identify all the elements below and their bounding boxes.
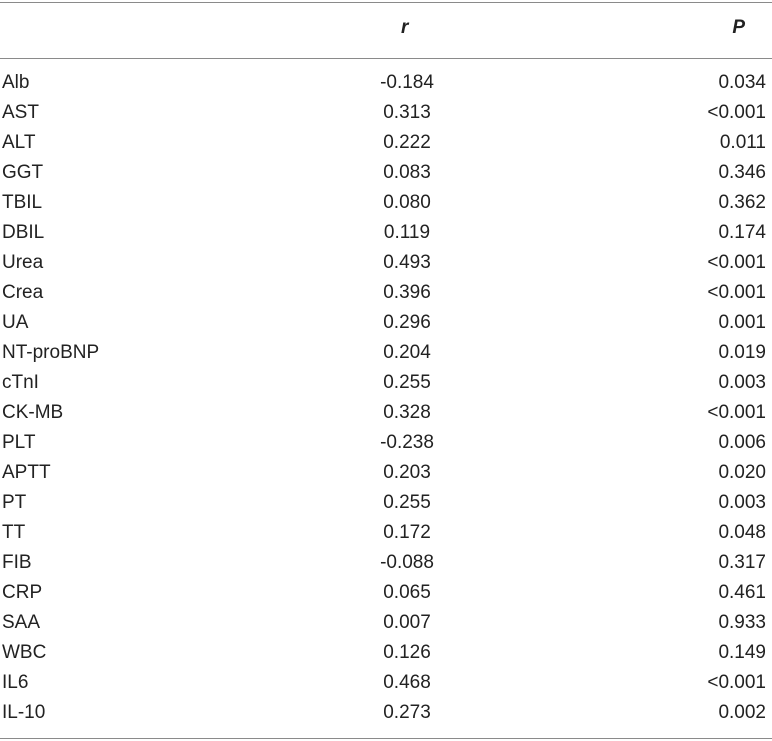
- cell-r-value: 0.296: [383, 312, 431, 333]
- cell-p-value: <0.001: [707, 252, 766, 273]
- cell-p-value: 0.003: [718, 372, 766, 393]
- cell-p-value: 0.011: [719, 132, 766, 153]
- cell-r-value: 0.396: [383, 282, 431, 303]
- table-row: SAA 0.007 0.933: [0, 608, 772, 638]
- table-row: UA 0.296 0.001: [0, 308, 772, 338]
- cell-r-value: 0.203: [383, 462, 431, 483]
- cell-p-value: <0.001: [707, 402, 766, 423]
- cell-r-value: 0.119: [383, 222, 431, 243]
- cell-variable-name: Urea: [2, 252, 44, 273]
- table-row: cTnI 0.255 0.003: [0, 368, 772, 398]
- cell-p-value: 0.174: [718, 222, 766, 243]
- cell-variable-name: NT-proBNP: [2, 342, 100, 363]
- cell-variable-name: AST: [2, 102, 39, 123]
- cell-p-value: 0.149: [718, 642, 766, 663]
- cell-variable-name: CRP: [2, 582, 43, 603]
- cell-r-value: 0.273: [383, 702, 431, 723]
- cell-r-value: 0.007: [383, 612, 431, 633]
- cell-variable-name: CK-MB: [2, 402, 64, 423]
- cell-variable-name: FIB: [2, 552, 32, 573]
- cell-p-value: 0.019: [718, 342, 766, 363]
- cell-r-value: 0.126: [383, 642, 431, 663]
- table-row: PLT -0.238 0.006: [0, 428, 772, 458]
- table-row: IL6 0.468 <0.001: [0, 668, 772, 698]
- cell-variable-name: SAA: [2, 612, 41, 633]
- table-row: Alb -0.184 0.034: [0, 68, 772, 98]
- cell-p-value: 0.006: [718, 432, 766, 453]
- table-row: Crea 0.396 <0.001: [0, 278, 772, 308]
- cell-variable-name: DBIL: [2, 222, 45, 243]
- cell-p-value: <0.001: [707, 102, 766, 123]
- table-row: CRP 0.065 0.461: [0, 578, 772, 608]
- table-row: FIB -0.088 0.317: [0, 548, 772, 578]
- cell-variable-name: Crea: [2, 282, 44, 303]
- cell-variable-name: PT: [2, 492, 27, 513]
- cell-r-value: -0.184: [380, 72, 434, 93]
- cell-p-value: 0.020: [718, 462, 766, 483]
- table-row: WBC 0.126 0.149: [0, 638, 772, 668]
- cell-p-value: 0.003: [718, 492, 766, 513]
- cell-variable-name: WBC: [2, 642, 47, 663]
- cell-p-value: <0.001: [707, 672, 766, 693]
- cell-p-value: <0.001: [707, 282, 766, 303]
- cell-variable-name: cTnI: [2, 372, 39, 393]
- cell-variable-name: GGT: [2, 162, 44, 183]
- cell-variable-name: IL6: [2, 672, 29, 693]
- table-row: GGT 0.083 0.346: [0, 158, 772, 188]
- cell-variable-name: TT: [2, 522, 26, 543]
- cell-p-value: 0.933: [718, 612, 766, 633]
- cell-p-value: 0.362: [718, 192, 766, 213]
- cell-r-value: 0.493: [383, 252, 431, 273]
- cell-variable-name: Alb: [2, 72, 30, 93]
- cell-p-value: 0.002: [718, 702, 766, 723]
- cell-r-value: 0.468: [383, 672, 431, 693]
- table-row: TBIL 0.080 0.362: [0, 188, 772, 218]
- cell-r-value: 0.080: [383, 192, 431, 213]
- table-top-rule: [0, 2, 772, 3]
- cell-variable-name: IL-10: [2, 702, 46, 723]
- header-r: r: [401, 17, 409, 38]
- cell-variable-name: TBIL: [2, 192, 43, 213]
- cell-r-value: 0.255: [383, 372, 431, 393]
- table-row: TT 0.172 0.048: [0, 518, 772, 548]
- table-bottom-rule: [0, 738, 772, 739]
- table-row: APTT 0.203 0.020: [0, 458, 772, 488]
- cell-r-value: 0.065: [383, 582, 431, 603]
- table-row: Urea 0.493 <0.001: [0, 248, 772, 278]
- cell-p-value: 0.034: [718, 72, 766, 93]
- cell-r-value: -0.238: [380, 432, 434, 453]
- table-row: AST 0.313 <0.001: [0, 98, 772, 128]
- cell-p-value: 0.048: [718, 522, 766, 543]
- cell-variable-name: APTT: [2, 462, 51, 483]
- table-row: NT-proBNP 0.204 0.019: [0, 338, 772, 368]
- cell-p-value: 0.317: [718, 552, 766, 573]
- cell-variable-name: UA: [2, 312, 29, 333]
- cell-variable-name: ALT: [2, 132, 36, 153]
- table-header-row: r P: [0, 0, 772, 58]
- cell-r-value: 0.328: [383, 402, 431, 423]
- cell-r-value: 0.083: [383, 162, 431, 183]
- table-row: PT 0.255 0.003: [0, 488, 772, 518]
- cell-p-value: 0.001: [718, 312, 766, 333]
- cell-variable-name: PLT: [2, 432, 36, 453]
- cell-r-value: 0.255: [383, 492, 431, 513]
- table-body: Alb -0.184 0.034 AST 0.313 <0.001 ALT 0.222 0.01…: [0, 68, 772, 728]
- cell-r-value: 0.204: [383, 342, 431, 363]
- table-row: DBIL 0.119 0.174: [0, 218, 772, 248]
- cell-r-value: 0.172: [383, 522, 431, 543]
- cell-p-value: 0.461: [718, 582, 766, 603]
- table-header-rule: [0, 58, 772, 59]
- table-row: CK-MB 0.328 <0.001: [0, 398, 772, 428]
- cell-r-value: 0.222: [383, 132, 431, 153]
- header-p: P: [732, 17, 745, 38]
- table-row: ALT 0.222 0.011: [0, 128, 772, 158]
- cell-p-value: 0.346: [718, 162, 766, 183]
- cell-r-value: 0.313: [383, 102, 431, 123]
- table-row: IL-10 0.273 0.002: [0, 698, 772, 728]
- cell-r-value: -0.088: [380, 552, 434, 573]
